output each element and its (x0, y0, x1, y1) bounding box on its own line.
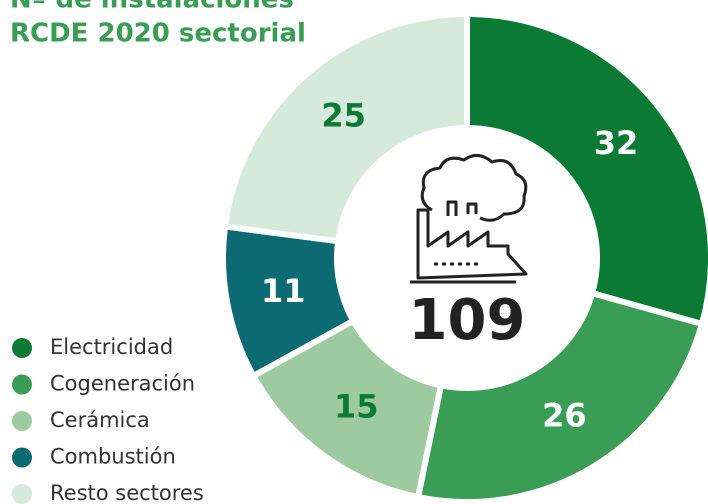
chart-title: RCDE 2020 sectorial (10, 19, 306, 49)
legend-swatch (12, 411, 32, 431)
data-label: 15 (334, 388, 379, 426)
donut-slice (249, 316, 445, 501)
legend-label: Cogeneración (50, 372, 195, 396)
data-label: 11 (261, 272, 306, 310)
data-label: 26 (542, 397, 587, 435)
legend-swatch (12, 484, 32, 504)
data-label: 25 (321, 96, 366, 134)
donut-slice (221, 10, 470, 245)
legend-label: Combustión (50, 445, 176, 469)
chart-title: Nº de instalaciones (10, 0, 294, 15)
data-label: 32 (594, 124, 639, 162)
legend-label: Cerámica (50, 408, 150, 432)
legend-label: Electricidad (50, 335, 173, 359)
legend-swatch (12, 338, 32, 358)
total-label: 109 (409, 288, 526, 353)
legend-swatch (12, 374, 32, 395)
donut-slice (414, 289, 706, 504)
donut-slice (464, 10, 708, 328)
factory-icon (410, 154, 528, 284)
legend-label: Resto sectores (50, 481, 204, 504)
legend-swatch (12, 447, 32, 468)
